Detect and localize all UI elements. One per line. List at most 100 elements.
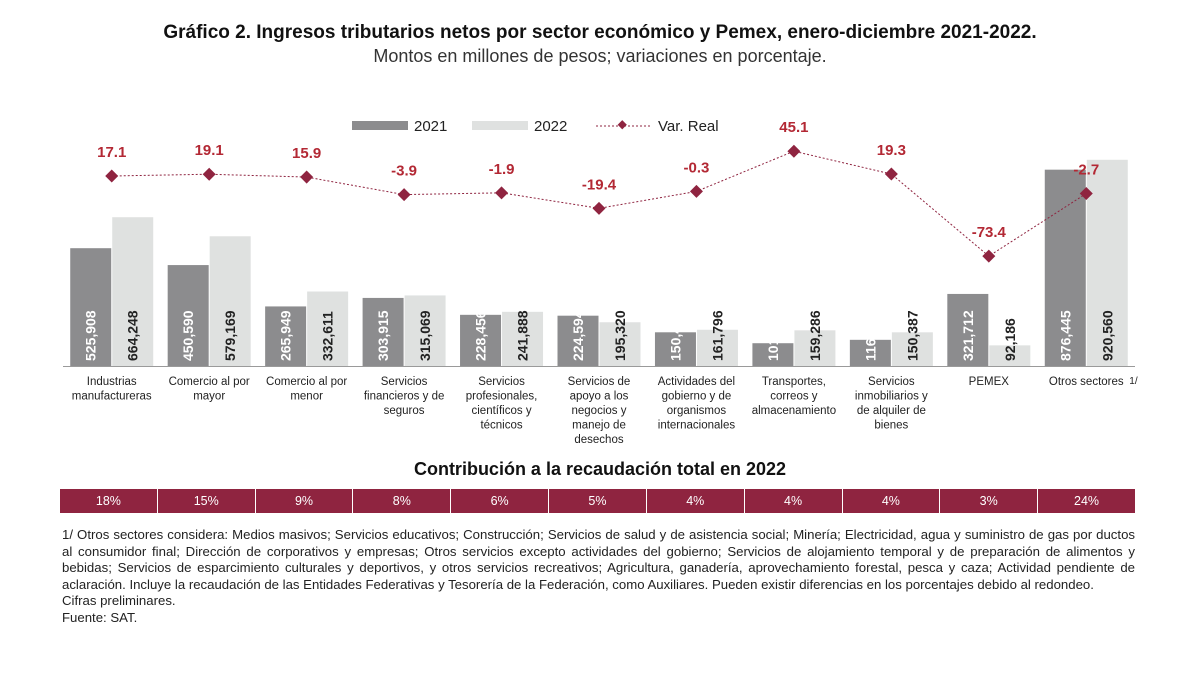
var-real-label: -0.3	[684, 159, 710, 176]
var-real-marker	[397, 188, 411, 202]
category-label: inmobiliarios y	[855, 391, 928, 403]
category-label: de alquiler de	[857, 405, 926, 417]
var-real-marker	[787, 144, 801, 158]
bar-2021	[460, 314, 502, 366]
bar-2021	[265, 306, 307, 366]
category-label: Otros sectores	[1049, 376, 1124, 388]
var-real-label: 17.1	[97, 144, 126, 161]
legend-label-var-real: Var. Real	[658, 118, 719, 135]
bar-2022	[307, 291, 349, 366]
category-label: apoyo a los	[570, 391, 629, 403]
bar-2022	[1086, 159, 1128, 366]
category-label: correos y	[770, 391, 818, 403]
category-label: científicos y	[472, 405, 532, 417]
var-real-marker	[689, 184, 703, 198]
var-real-label: -3.9	[391, 163, 417, 180]
bar-2021	[167, 265, 209, 366]
bar-2022	[891, 332, 933, 366]
category-label: almacenamiento	[752, 405, 836, 417]
bar-2021	[362, 297, 404, 366]
contribution-cell: 5%	[549, 489, 647, 513]
var-real-label: -73.4	[972, 224, 1007, 241]
var-real-label: -19.4	[582, 176, 617, 193]
chart-subtitle: Montos en millones de pesos; variaciones…	[373, 46, 827, 66]
bar-value-label-2022: 332,611	[320, 311, 336, 361]
bar-2021	[849, 339, 891, 366]
category-label: manejo de	[572, 420, 626, 432]
bar-value-label-2021: 525,908	[83, 310, 99, 361]
bar-2022	[502, 311, 544, 366]
contribution-title: Contribución a la recaudación total en 2…	[413, 459, 787, 479]
category-label: Servicios de	[568, 376, 631, 388]
bar-2021	[557, 315, 599, 366]
bar-value-label-2021: 450,590	[180, 310, 196, 361]
bar-value-label-2021: 150,473	[667, 310, 683, 361]
bar-2022	[112, 217, 154, 366]
category-label: menor	[290, 391, 323, 403]
category-label: gobierno y de	[662, 391, 732, 403]
bar-2022	[989, 345, 1031, 366]
contribution-cell: 24%	[1038, 489, 1135, 513]
category-label: Transportes,	[762, 376, 826, 388]
bar-value-label-2021: 224,594	[570, 310, 586, 361]
legend-label-2021: 2021	[414, 118, 447, 135]
bar-2021	[947, 293, 989, 366]
bar-value-label-2022: 920,560	[1099, 310, 1115, 361]
category-label: desechos	[574, 434, 623, 446]
contribution-cell: 8%	[353, 489, 452, 513]
category-label: Servicios	[478, 376, 525, 388]
category-label: PEMEX	[969, 376, 1010, 388]
contribution-cell: 4%	[646, 489, 745, 513]
bar-value-label-2021: 265,949	[278, 310, 294, 361]
bar-value-label-2022: 241,888	[515, 310, 531, 361]
var-real-marker	[105, 169, 119, 183]
preliminary-note: Cifras preliminares.	[62, 593, 176, 608]
category-label: técnicos	[480, 420, 522, 432]
bar-value-label-2022: 161,796	[709, 310, 725, 361]
chart-title: Gráfico 2. Ingresos tributarios netos po…	[163, 22, 1037, 43]
var-real-label: 45.1	[779, 119, 808, 136]
bar-value-label-2022: 664,248	[125, 310, 141, 361]
notes: 1/ Otros sectores considera: Medios masi…	[62, 527, 1135, 626]
var-real-line	[111, 150, 1087, 257]
bar-value-label-2021: 303,915	[375, 310, 391, 361]
var-real-marker	[495, 186, 509, 200]
category-label: financieros y de	[364, 391, 445, 403]
bar-2022	[794, 330, 836, 366]
var-real-marker	[300, 170, 314, 184]
var-real-marker	[592, 201, 606, 215]
bar-2022	[209, 236, 251, 366]
bar-value-label-2021: 228,456	[473, 310, 489, 361]
category-label: Servicios	[381, 376, 428, 388]
category-label: manufactureras	[72, 391, 152, 403]
var-real-marker	[884, 167, 898, 181]
source-note: Fuente: SAT.	[62, 609, 138, 625]
contribution-cell: 15%	[157, 489, 256, 513]
var-real-label: 19.3	[877, 142, 906, 159]
category-label: Industrias	[87, 376, 137, 388]
bar-value-label-2021: 116,838	[862, 311, 878, 361]
footnote-text: 1/ Otros sectores considera: Medios masi…	[62, 527, 1135, 592]
bar-value-label-2022: 195,320	[612, 310, 628, 361]
bar-value-label-2022: 579,169	[222, 310, 238, 361]
contribution-cell: 9%	[255, 489, 354, 513]
category-label: Servicios	[868, 376, 915, 388]
var-real-label: 15.9	[292, 145, 321, 162]
bar-line-chart: 2021 2022 Var. Real 525,908 664,248 450,590 57…	[63, 118, 1138, 446]
bar-value-label-2021: 101,743	[765, 310, 781, 361]
bar-2022	[696, 329, 738, 366]
contribution-cell: 6%	[451, 489, 550, 513]
category-label: seguros	[384, 405, 425, 417]
legend-swatch-2022	[472, 121, 528, 130]
bar-value-label-2021: 321,712	[960, 310, 976, 361]
bar-value-label-2022: 315,069	[417, 310, 433, 361]
contribution-cell: 4%	[744, 489, 843, 513]
legend-label-2022: 2022	[534, 118, 567, 135]
title-block: Gráfico 2. Ingresos tributarios netos po…	[0, 22, 1200, 67]
category-label: organismos	[667, 405, 727, 417]
bar-value-label-2022: 159,286	[807, 310, 823, 361]
var-real-label: -1.9	[489, 161, 515, 178]
bar-2021	[70, 248, 112, 366]
category-label: Comercio al por	[169, 376, 250, 388]
contribution-cell: 18%	[60, 489, 158, 513]
